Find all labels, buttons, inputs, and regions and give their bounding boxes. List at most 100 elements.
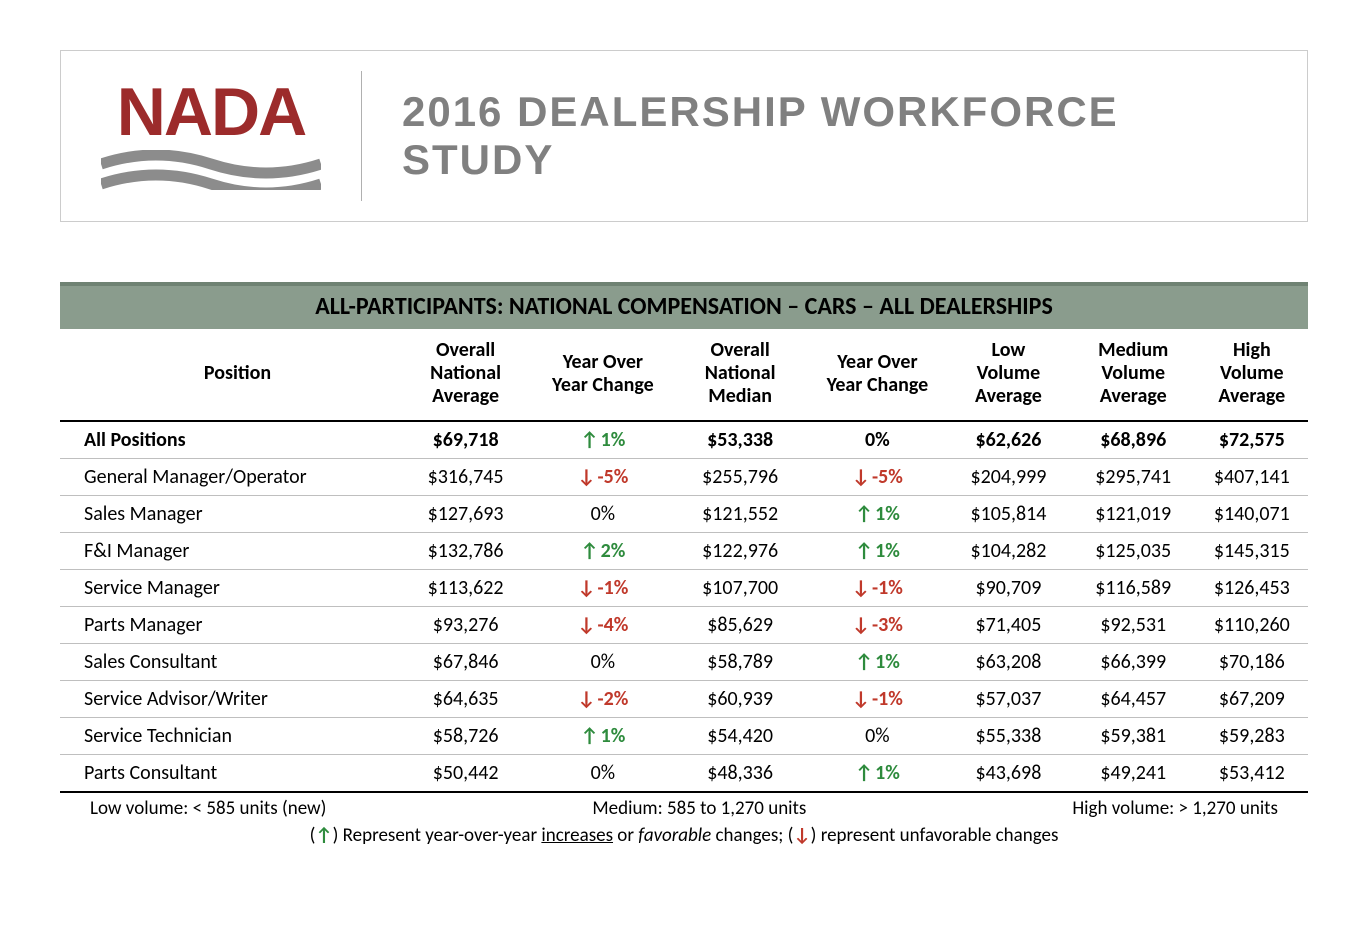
table-cell: 0% (534, 496, 671, 533)
table-cell: $127,693 (397, 496, 534, 533)
header-box: NADA 2016 DEALERSHIP WORKFORCE STUDY (60, 50, 1308, 222)
table-cell: $407,141 (1196, 459, 1308, 496)
footer-medium-volume: Medium: 585 to 1,270 units (592, 797, 806, 820)
column-header: LowVolumeAverage (946, 329, 1071, 421)
table-cell: $121,019 (1071, 496, 1196, 533)
table-row: Sales Consultant$67,8460%$58,789↑1%$63,2… (60, 644, 1308, 681)
table-cell: Parts Manager (60, 607, 397, 644)
table-row: Service Manager$113,622↓-1%$107,700↓-1%$… (60, 570, 1308, 607)
table-cell: 0% (809, 718, 946, 755)
table-cell: $66,399 (1071, 644, 1196, 681)
table-cell: $140,071 (1196, 496, 1308, 533)
vertical-divider (361, 71, 362, 201)
table-cell: ↑1% (534, 718, 671, 755)
table-cell: $121,552 (672, 496, 809, 533)
table-cell: $145,315 (1196, 533, 1308, 570)
table-cell: $72,575 (1196, 421, 1308, 459)
table-row: F&I Manager$132,786↑2%$122,976↑1%$104,28… (60, 533, 1308, 570)
table-cell: ↓-3% (809, 607, 946, 644)
table-cell: $90,709 (946, 570, 1071, 607)
table-cell: $70,186 (1196, 644, 1308, 681)
logo-text: NADA (117, 82, 305, 143)
table-cell: $62,626 (946, 421, 1071, 459)
table-cell: $67,209 (1196, 681, 1308, 718)
table-cell: $49,241 (1071, 755, 1196, 793)
table-cell: ↑2% (534, 533, 671, 570)
table-header-row: PositionOverallNationalAverageYear OverY… (60, 329, 1308, 421)
table-row: Service Technician$58,726↑1%$54,4200%$55… (60, 718, 1308, 755)
table-row: Parts Manager$93,276↓-4%$85,629↓-3%$71,4… (60, 607, 1308, 644)
table-cell: Parts Consultant (60, 755, 397, 793)
column-header: OverallNationalAverage (397, 329, 534, 421)
column-header: Position (60, 329, 397, 421)
table-cell: 0% (534, 755, 671, 793)
column-header: Year OverYear Change (809, 329, 946, 421)
table-cell: ↓-1% (809, 681, 946, 718)
column-header: OverallNationalMedian (672, 329, 809, 421)
table-cell: $59,283 (1196, 718, 1308, 755)
table-cell: $255,796 (672, 459, 809, 496)
table-cell: $85,629 (672, 607, 809, 644)
table-cell: $63,208 (946, 644, 1071, 681)
table-cell: $107,700 (672, 570, 809, 607)
footer-legend: (↑) Represent year-over-year increases o… (60, 824, 1308, 847)
table-cell: $54,420 (672, 718, 809, 755)
table-cell: $67,846 (397, 644, 534, 681)
table-row: Sales Manager$127,6930%$121,552↑1%$105,8… (60, 496, 1308, 533)
column-header: MediumVolumeAverage (1071, 329, 1196, 421)
table-cell: $125,035 (1071, 533, 1196, 570)
table-cell: Service Advisor/Writer (60, 681, 397, 718)
table-cell: $69,718 (397, 421, 534, 459)
table-cell: ↓-2% (534, 681, 671, 718)
table-cell: $64,635 (397, 681, 534, 718)
table-cell: ↑1% (809, 496, 946, 533)
table-container: ALL-PARTICIPANTS: NATIONAL COMPENSATION … (60, 282, 1308, 847)
table-cell: $71,405 (946, 607, 1071, 644)
footer-volume-row: Low volume: < 585 units (new) Medium: 58… (60, 793, 1308, 820)
table-cell: General Manager/Operator (60, 459, 397, 496)
table-cell: All Positions (60, 421, 397, 459)
table-cell: Sales Consultant (60, 644, 397, 681)
table-cell: $104,282 (946, 533, 1071, 570)
table-cell: $92,531 (1071, 607, 1196, 644)
table-cell: ↓-1% (534, 570, 671, 607)
table-cell: $93,276 (397, 607, 534, 644)
table-cell: Service Technician (60, 718, 397, 755)
up-arrow-icon: ↑ (315, 824, 332, 847)
logo-waves-icon (101, 150, 321, 190)
table-cell: ↑1% (809, 533, 946, 570)
table-cell: ↓-5% (809, 459, 946, 496)
table-row: Service Advisor/Writer$64,635↓-2%$60,939… (60, 681, 1308, 718)
table-cell: ↓-5% (534, 459, 671, 496)
table-row: All Positions$69,718↑1%$53,3380%$62,626$… (60, 421, 1308, 459)
table-cell: $53,338 (672, 421, 809, 459)
table-row: Parts Consultant$50,4420%$48,336↑1%$43,6… (60, 755, 1308, 793)
nada-logo: NADA (101, 82, 321, 189)
table-cell: ↑1% (809, 755, 946, 793)
legend-text: (↑) Represent year-over-year increases o… (310, 824, 1059, 847)
table-cell: $53,412 (1196, 755, 1308, 793)
header-title: 2016 DEALERSHIP WORKFORCE STUDY (402, 88, 1267, 184)
column-header: HighVolumeAverage (1196, 329, 1308, 421)
table-cell: $55,338 (946, 718, 1071, 755)
table-cell: $316,745 (397, 459, 534, 496)
table-cell: $48,336 (672, 755, 809, 793)
table-cell: $68,896 (1071, 421, 1196, 459)
down-arrow-icon: ↓ (793, 824, 810, 847)
table-cell: ↑1% (809, 644, 946, 681)
column-header: Year OverYear Change (534, 329, 671, 421)
table-cell: $50,442 (397, 755, 534, 793)
table-cell: ↓-4% (534, 607, 671, 644)
table-cell: ↓-1% (809, 570, 946, 607)
table-cell: $59,381 (1071, 718, 1196, 755)
compensation-table: PositionOverallNationalAverageYear OverY… (60, 329, 1308, 793)
table-cell: $58,726 (397, 718, 534, 755)
table-cell: 0% (809, 421, 946, 459)
table-cell: $122,976 (672, 533, 809, 570)
table-cell: Sales Manager (60, 496, 397, 533)
table-cell: 0% (534, 644, 671, 681)
table-cell: $132,786 (397, 533, 534, 570)
table-cell: ↑1% (534, 421, 671, 459)
footer-high-volume: High volume: > 1,270 units (1072, 797, 1278, 820)
table-cell: $57,037 (946, 681, 1071, 718)
